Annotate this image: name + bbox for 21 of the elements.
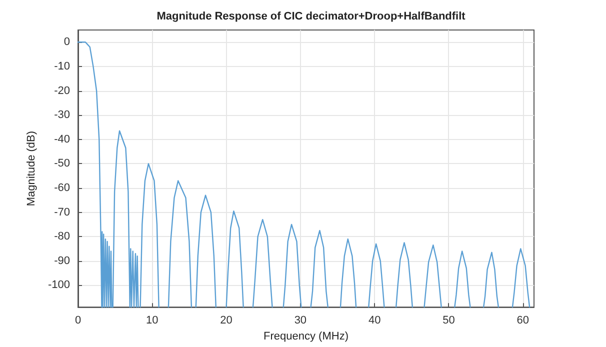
y-tick-label: -100 bbox=[48, 279, 70, 292]
y-tick-label: 0 bbox=[64, 36, 70, 48]
x-axis-title: Frequency (MHz) bbox=[264, 330, 348, 342]
y-tick-label: -40 bbox=[54, 133, 70, 146]
x-tick-label: 50 bbox=[442, 314, 455, 327]
y-axis-title: Magnitude (dB) bbox=[26, 130, 38, 206]
x-tick-label: 30 bbox=[294, 314, 307, 327]
x-tick-label: 0 bbox=[74, 314, 82, 327]
x-tick-label: 20 bbox=[220, 314, 232, 327]
y-tick-label: -10 bbox=[54, 60, 70, 72]
chart-title: Magnitude Response of CIC decimator+Droop+HalfBandfilt bbox=[156, 10, 466, 22]
x-tick-label: 10 bbox=[146, 314, 158, 327]
x-tick-label: 60 bbox=[516, 314, 530, 327]
y-tick-label: -30 bbox=[54, 109, 70, 122]
y-tick-label: -80 bbox=[54, 230, 70, 243]
y-tick-label: -50 bbox=[54, 158, 70, 170]
y-tick-label: -20 bbox=[54, 84, 70, 97]
y-tick-label: -70 bbox=[54, 206, 70, 218]
x-tick-label: 40 bbox=[368, 314, 381, 327]
y-tick-label: -90 bbox=[54, 254, 70, 267]
y-tick-label: -60 bbox=[54, 182, 70, 194]
